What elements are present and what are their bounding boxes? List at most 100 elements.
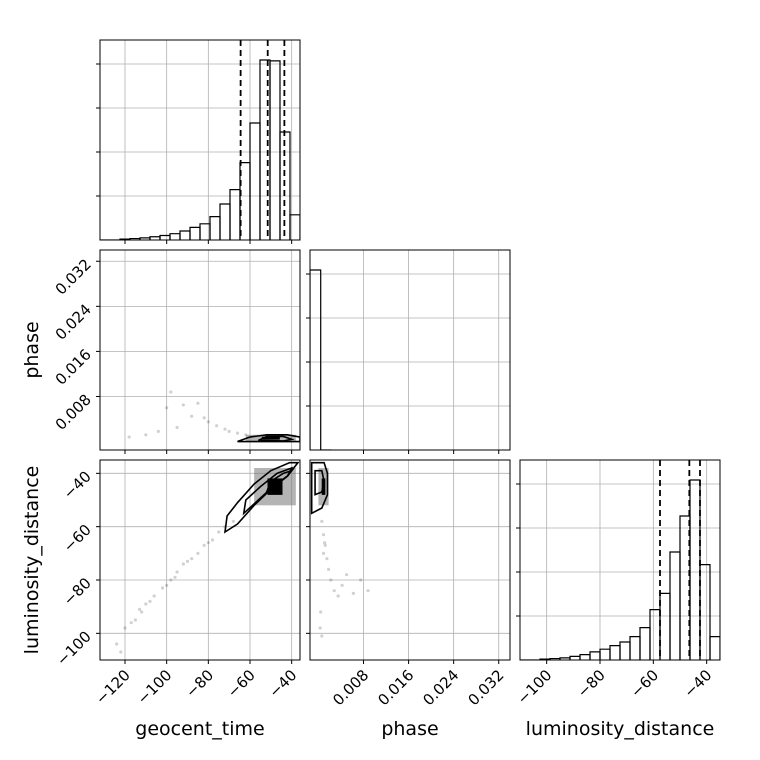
ytick-label-luminosity-distance-1: −80 [60,574,95,609]
xtick-label-geocent-time-2: −80 [182,666,217,701]
scatter-point-scatter-luminosity-distance-vs-phase-4 [326,567,331,571]
xtick-label-luminosity-distance-0: −100 [514,666,556,708]
panel-data-hist-luminosity-distance [520,460,720,660]
scatter-point-scatter-phase-vs-geocent-time-7 [227,429,231,434]
hist-bar-hist-geocent-time-19 [289,214,300,240]
xtick-label-geocent-time-4: −40 [265,666,300,701]
tick-marks [96,63,708,664]
scatter-point-scatter-luminosity-distance-vs-phase-15 [320,634,324,638]
xlabel-phase: phase [381,718,438,740]
scatter-point-scatter-luminosity-distance-vs-geocent-time-1 [123,626,127,630]
scatter-point-scatter-phase-vs-geocent-time-14 [202,416,206,420]
ylabel-luminosity-distance: luminosity_distance [21,466,43,655]
scatter-point-scatter-luminosity-distance-vs-geocent-time-22 [119,650,123,654]
xtick-label-phase-1: 0.016 [374,666,417,709]
scatter-point-scatter-luminosity-distance-vs-geocent-time-17 [133,618,138,622]
scatter-point-scatter-luminosity-distance-vs-phase-16 [321,551,326,555]
scatter-point-scatter-luminosity-distance-vs-geocent-time-9 [181,562,185,566]
contour-scatter-luminosity-distance-vs-geocent-time-0 [223,461,300,534]
xlabel-geocent-time: geocent_time [135,718,264,740]
contour-scatter-luminosity-distance-vs-phase-0 [310,461,329,515]
panel-data-scatter-luminosity-distance-vs-geocent-time [115,461,300,654]
scatter-point-scatter-luminosity-distance-vs-geocent-time-21 [206,541,210,545]
scatter-point-scatter-luminosity-distance-vs-geocent-time-6 [160,586,165,590]
panel-frame-hist-phase [309,249,511,451]
density-peak-scatter-phase-vs-geocent-time [261,436,280,440]
panel-bg-hist-geocent-time [100,40,300,240]
scatter-point-scatter-phase-vs-geocent-time-6 [223,427,227,431]
scatter-point-scatter-luminosity-distance-vs-phase-17 [323,541,327,545]
scatter-point-scatter-luminosity-distance-vs-phase-2 [323,543,327,547]
scatter-point-scatter-luminosity-distance-vs-phase-7 [336,594,340,598]
scatter-point-scatter-luminosity-distance-vs-geocent-time-20 [185,559,190,563]
contour-scatter-phase-vs-geocent-time-1 [257,435,295,442]
scatter-point-scatter-luminosity-distance-vs-geocent-time-3 [137,607,142,611]
xtick-label-geocent-time-1: −100 [134,666,176,708]
ytick-label-luminosity-distance-3: −40 [60,467,95,502]
scatter-point-scatter-luminosity-distance-vs-geocent-time-12 [202,543,206,547]
panel-bg-scatter-phase-vs-geocent-time [100,250,300,450]
xlabel-luminosity-distance: luminosity_distance [526,718,715,740]
scatter-point-scatter-phase-vs-geocent-time-8 [235,431,240,435]
scatter-point-scatter-luminosity-distance-vs-phase-6 [332,589,336,593]
xtick-label-phase-3: 0.032 [464,666,507,709]
xtick-label-luminosity-distance-3: −40 [680,666,715,701]
scatter-point-scatter-luminosity-distance-vs-geocent-time-14 [217,530,221,534]
panel-bg-hist-phase [310,250,510,450]
ytick-label-luminosity-distance-2: −60 [60,521,95,556]
scatter-point-scatter-luminosity-distance-vs-phase-13 [319,610,323,614]
panel-data-scatter-luminosity-distance-vs-phase [310,461,370,638]
scatter-point-scatter-luminosity-distance-vs-phase-14 [318,626,322,630]
scatter-point-scatter-phase-vs-geocent-time-2 [190,414,194,418]
scatter-point-scatter-luminosity-distance-vs-geocent-time-11 [196,551,200,555]
contour-scatter-luminosity-distance-vs-geocent-time-2 [264,469,294,495]
scatter-point-scatter-luminosity-distance-vs-phase-0 [320,519,324,523]
scatter-point-scatter-luminosity-distance-vs-phase-11 [359,578,363,582]
hist-bar-hist-phase-0 [310,269,322,450]
panel-bg-scatter-luminosity-distance-vs-phase [310,460,510,660]
scatter-point-scatter-luminosity-distance-vs-geocent-time-19 [165,583,169,587]
scatter-point-scatter-phase-vs-geocent-time-3 [196,401,200,405]
scatter-point-scatter-luminosity-distance-vs-geocent-time-4 [144,602,148,606]
scatter-point-scatter-luminosity-distance-vs-geocent-time-10 [190,557,194,561]
xtick-label-geocent-time-0: −120 [92,666,134,708]
xtick-label-geocent-time-3: −60 [224,666,259,701]
xtick-label-luminosity-distance-2: −60 [627,666,662,701]
xtick-label-phase-0: 0.008 [329,666,372,709]
scatter-point-scatter-luminosity-distance-vs-phase-8 [340,583,344,587]
hist-bar-hist-luminosity-distance-19 [709,636,720,660]
scatter-point-scatter-luminosity-distance-vs-geocent-time-13 [210,538,215,542]
contour-scatter-luminosity-distance-vs-geocent-time-1 [242,466,294,516]
scatter-point-scatter-phase-vs-geocent-time-5 [215,424,219,428]
ytick-label-phase-1: 0.016 [52,346,95,389]
scatter-point-scatter-luminosity-distance-vs-phase-9 [345,573,349,577]
scatter-point-scatter-luminosity-distance-vs-geocent-time-18 [148,599,152,603]
xtick-label-phase-2: 0.024 [419,666,462,709]
scatter-point-scatter-luminosity-distance-vs-phase-12 [366,589,370,593]
ylabel-phase: phase [21,321,43,378]
scatter-point-scatter-luminosity-distance-vs-geocent-time-2 [129,621,133,625]
panel-frame-hist-geocent-time [99,39,301,241]
scatter-point-scatter-luminosity-distance-vs-phase-10 [351,591,355,595]
scatter-point-scatter-luminosity-distance-vs-geocent-time-5 [152,594,156,598]
panel-frame-scatter-luminosity-distance-vs-phase [309,459,511,661]
ytick-label-phase-2: 0.024 [52,300,95,343]
xtick-label-luminosity-distance-1: −80 [574,666,609,701]
scatter-point-scatter-luminosity-distance-vs-geocent-time-0 [115,642,119,646]
panel-backgrounds [100,40,720,660]
panel-frame-hist-luminosity-distance [519,459,721,661]
panel-frame-scatter-phase-vs-geocent-time [99,249,301,451]
scatter-point-scatter-luminosity-distance-vs-phase-5 [329,578,333,582]
panel-data-scatter-phase-vs-geocent-time [127,390,300,443]
data-marks [100,40,720,660]
scatter-point-scatter-luminosity-distance-vs-geocent-time-24 [173,575,177,579]
scatter-point-scatter-luminosity-distance-vs-geocent-time-7 [169,578,173,582]
contour-scatter-luminosity-distance-vs-phase-1 [314,469,325,496]
scatter-point-scatter-luminosity-distance-vs-geocent-time-8 [175,570,179,574]
scatter-point-scatter-luminosity-distance-vs-phase-3 [325,557,329,561]
scatter-point-scatter-phase-vs-geocent-time-11 [127,435,131,439]
ytick-label-luminosity-distance-0: −100 [53,627,95,669]
panel-frames [99,39,721,661]
contour-scatter-phase-vs-geocent-time-0 [237,433,300,443]
